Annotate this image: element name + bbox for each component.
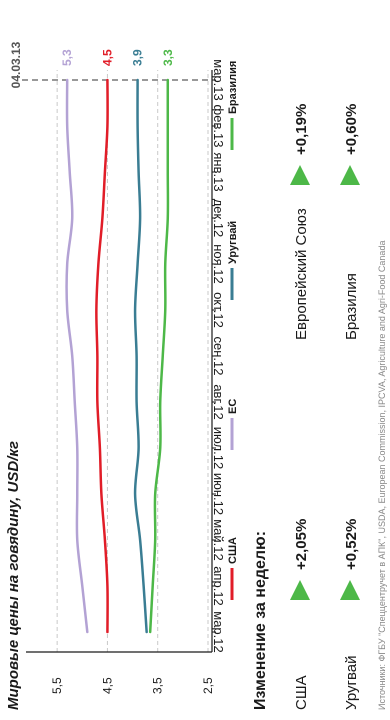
x-tick-label: июл.12 xyxy=(211,427,226,469)
y-tick-label: 3,5 xyxy=(151,677,165,694)
weekly-change-title: Изменение за неделю: xyxy=(252,531,269,710)
end-date-label: 04.03.13 xyxy=(9,41,23,88)
x-tick-label: сен.12 xyxy=(211,337,226,376)
x-tick-label: апр.12 xyxy=(211,566,226,606)
end-values: 4,5 5,3 3,9 3,3 xyxy=(60,49,175,66)
series-line-ЕС xyxy=(65,78,89,634)
weekly-change-value: +0,19% xyxy=(293,104,310,155)
x-tick-label: май.12 xyxy=(211,519,226,561)
x-tick-label: авг.12 xyxy=(211,384,226,419)
x-tick-label: мар.13 xyxy=(211,59,226,100)
up-arrow-icon xyxy=(340,580,360,600)
legend-label: Уругвай xyxy=(227,221,239,264)
axes: 2,5 3,5 4,5 5,5 мар.12 апр.12 май.12 июн.12 июл.… xyxy=(22,59,226,694)
weekly-change-value: +0,52% xyxy=(343,519,360,570)
legend: США ЕС Уругвай Бразилия xyxy=(227,61,239,600)
up-arrow-icon xyxy=(290,580,310,600)
x-tick-label: дек.12 xyxy=(211,199,226,238)
series-line-Бразилия xyxy=(148,78,170,634)
y-tick-label: 2,5 xyxy=(201,677,215,694)
up-arrow-icon xyxy=(290,165,310,185)
weekly-change-value: +0,60% xyxy=(343,104,360,155)
legend-label: Бразилия xyxy=(227,61,239,114)
series-line-Уругвай xyxy=(133,78,148,634)
legend-label: США xyxy=(227,537,239,564)
weekly-region-label: США xyxy=(293,675,310,710)
x-tick-label: ноя.12 xyxy=(211,244,226,284)
chart-title: Мировые цены на говядину, USD/кг xyxy=(5,441,22,710)
y-tick-label: 5,5 xyxy=(50,677,64,694)
end-value-label: 5,3 xyxy=(60,49,74,66)
weekly-region-label: Бразилия xyxy=(343,273,360,340)
end-value-label: 4,5 xyxy=(100,49,114,66)
x-tick-label: янв.13 xyxy=(211,152,226,191)
legend-label: ЕС xyxy=(227,399,239,414)
x-tick-label: фев.13 xyxy=(211,105,226,148)
weekly-change-list: США +2,05% Уругвай +0,52% Европейский Союз +0… xyxy=(290,104,360,710)
x-tick-label: окт.12 xyxy=(211,292,226,328)
up-arrow-icon xyxy=(340,165,360,185)
x-tick-label: мар.12 xyxy=(211,611,226,652)
end-value-label: 3,3 xyxy=(161,49,175,66)
weekly-region-label: Европейский Союз xyxy=(293,208,310,340)
end-value-label: 3,9 xyxy=(131,49,145,66)
series-lines xyxy=(65,78,170,634)
series-line-США xyxy=(95,78,109,634)
weekly-change-value: +2,05% xyxy=(293,519,310,570)
gridlines xyxy=(56,70,209,652)
weekly-region-label: Уругвай xyxy=(343,655,360,710)
source-note: Источники: ФГБУ "Спеццентручет в АПК", U… xyxy=(377,241,387,710)
y-tick-label: 4,5 xyxy=(100,677,114,694)
x-tick-label: июн.12 xyxy=(211,473,226,515)
